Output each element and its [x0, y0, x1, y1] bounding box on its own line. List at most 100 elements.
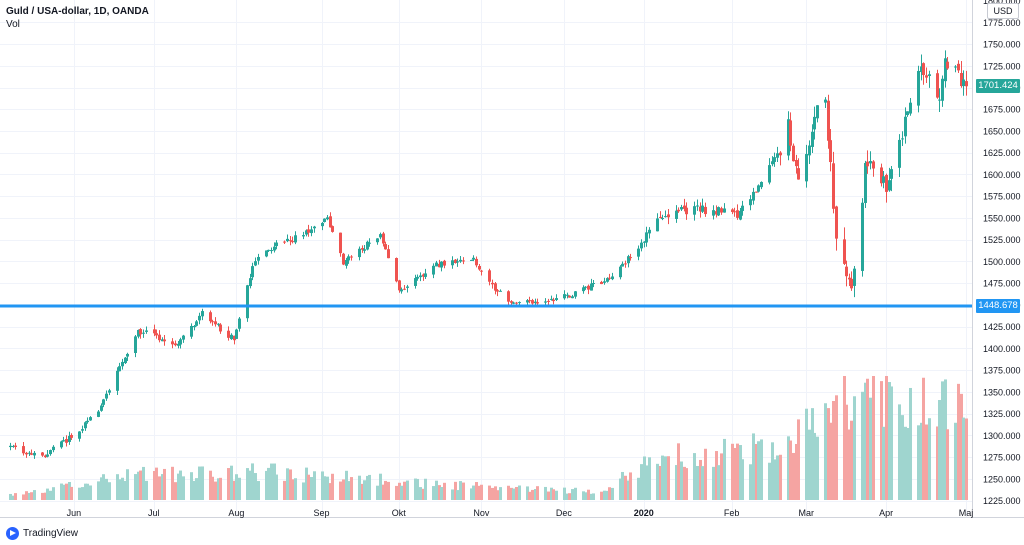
candle	[733, 207, 736, 217]
candle	[582, 285, 585, 294]
candle-body	[100, 405, 103, 411]
candle	[294, 231, 297, 245]
candle-body	[606, 278, 609, 282]
candle	[456, 258, 459, 267]
volume-bar	[273, 463, 276, 500]
candle-body	[917, 70, 920, 106]
candle-body	[286, 238, 289, 242]
candle	[211, 319, 214, 326]
candle	[238, 316, 241, 332]
candle-body	[70, 434, 73, 438]
volume-bar	[531, 489, 534, 500]
candle	[789, 112, 792, 152]
candle-body	[566, 294, 569, 296]
candle-body	[416, 276, 419, 279]
candle-body	[217, 323, 220, 325]
candle	[174, 340, 177, 347]
candle	[350, 255, 353, 261]
volume-bar	[366, 475, 369, 500]
candle-body	[720, 208, 723, 213]
candle-body	[792, 145, 795, 162]
volume-bar	[928, 418, 931, 500]
candle-body	[49, 450, 52, 455]
price-tick-label: 1500.000	[983, 257, 1021, 267]
candle-body	[866, 161, 869, 167]
candle	[699, 202, 702, 218]
candle-body	[97, 411, 100, 417]
candle-body	[600, 281, 603, 285]
candle-body	[440, 261, 443, 268]
price-axis[interactable]: 1800.0001775.0001750.0001725.0001700.000…	[983, 0, 1021, 506]
candle-body	[435, 262, 438, 267]
symbol-title[interactable]: Guld / USA-dollar, 1D, OANDA	[6, 6, 149, 17]
candle-body	[265, 250, 268, 257]
candle	[227, 326, 230, 341]
time-axis[interactable]: Jun Jul Aug Sep Okt Nov Dec 2020 Feb Mar Apr Maj	[67, 508, 974, 518]
candle-body	[739, 210, 742, 220]
candle-body	[321, 222, 324, 227]
volume-bar	[158, 476, 161, 500]
candle-body	[233, 335, 236, 341]
volume-bar	[345, 470, 348, 500]
volume-bar	[779, 454, 782, 500]
candle-body	[78, 431, 81, 439]
volume-bar	[121, 477, 124, 500]
candle	[627, 254, 630, 268]
candle-body	[470, 259, 473, 261]
candle-body	[880, 167, 883, 184]
volume-bar	[384, 480, 387, 500]
candle-body	[108, 390, 111, 393]
candle-body	[656, 218, 659, 232]
candle-body	[829, 140, 832, 163]
candle	[84, 421, 87, 431]
candle-body	[305, 230, 308, 235]
candle-body	[906, 111, 909, 116]
candle-body	[584, 286, 587, 288]
candle-body	[400, 289, 403, 292]
currency-label[interactable]: USD	[987, 3, 1019, 19]
volume-bar	[954, 422, 957, 500]
candle	[488, 268, 491, 286]
volume-bar	[547, 491, 550, 500]
volume-bar	[454, 481, 457, 500]
candle	[422, 273, 425, 281]
volume-bar	[246, 468, 249, 500]
candle-body	[118, 366, 121, 372]
candle	[920, 54, 923, 81]
volume-bar	[917, 425, 920, 500]
candle-body	[422, 274, 425, 277]
volume-bar	[739, 445, 742, 500]
candle	[938, 88, 941, 113]
volume-bar	[816, 436, 819, 500]
candle	[395, 257, 398, 283]
candle-body	[627, 256, 630, 264]
volume-label[interactable]: Vol	[6, 19, 20, 30]
volume-bar	[339, 481, 342, 500]
candle-body	[102, 399, 105, 405]
candle	[116, 367, 119, 396]
candle	[795, 154, 798, 174]
candle-body	[890, 169, 893, 179]
candle-body	[235, 329, 238, 339]
candle-body	[326, 217, 329, 220]
volume-bar	[60, 483, 63, 500]
candle	[289, 235, 292, 246]
volume-bar	[656, 463, 659, 500]
candle-body	[962, 79, 965, 87]
volume-bar	[629, 472, 632, 500]
volume-bar	[89, 485, 92, 500]
volume-bar	[198, 466, 201, 500]
candle	[70, 433, 73, 440]
volume-bar	[723, 438, 726, 500]
candle-body	[158, 334, 161, 341]
tradingview-logo[interactable]: TradingView	[6, 525, 78, 541]
candle	[443, 259, 446, 269]
volume-bar	[438, 485, 441, 500]
candle	[105, 390, 108, 401]
volume-bar	[853, 396, 856, 500]
candle-body	[645, 232, 648, 243]
volume-bar	[611, 487, 614, 500]
volume-bar	[62, 484, 65, 500]
candle-body	[323, 218, 326, 223]
